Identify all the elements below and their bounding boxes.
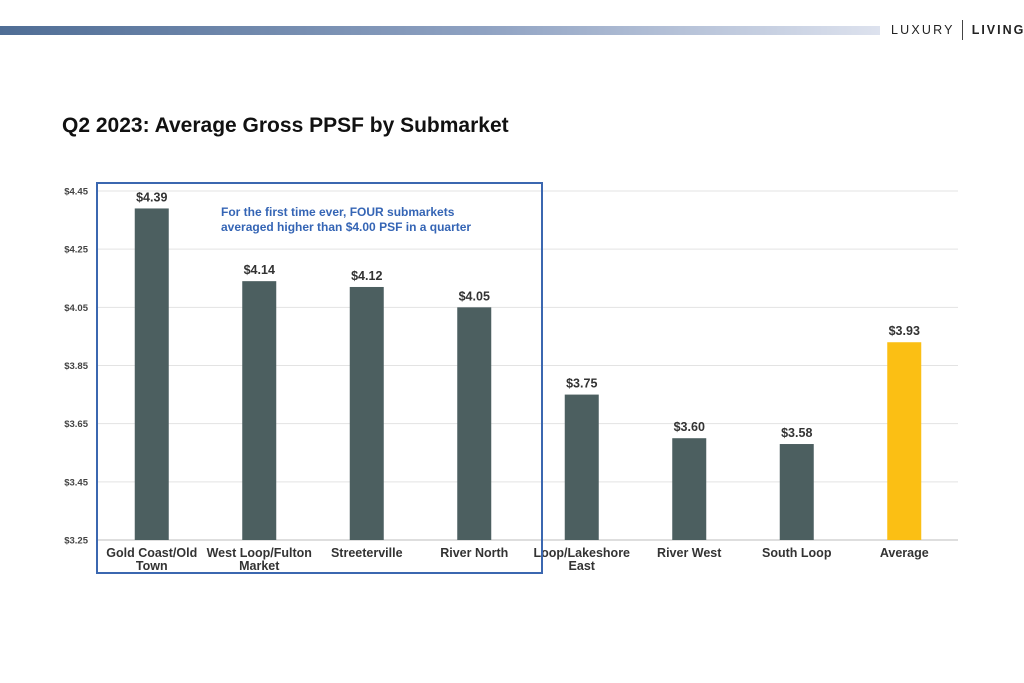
x-tick-label: Town: [136, 559, 168, 573]
y-tick-label: $4.25: [64, 245, 88, 256]
x-tick-label: Gold Coast/Old: [106, 546, 197, 560]
bar: [349, 286, 384, 540]
y-tick-label: $3.25: [64, 536, 88, 547]
x-tick-label: Average: [880, 546, 929, 560]
data-label: $3.60: [674, 420, 705, 434]
x-tick-label: River West: [657, 546, 722, 560]
brand-living: LIVING: [971, 23, 1024, 37]
y-tick-label: $4.05: [64, 303, 88, 314]
x-tick-label: South Loop: [762, 546, 832, 560]
x-tick-label: Streeterville: [331, 546, 403, 560]
y-tick-label: $4.45: [64, 187, 88, 198]
x-tick-label: Market: [239, 559, 280, 573]
data-label: $3.93: [889, 324, 920, 338]
data-label: $3.75: [566, 377, 597, 391]
brand-logo: LUXURY LIVING: [891, 19, 1024, 41]
x-tick-label: River North: [440, 546, 508, 560]
bar: [242, 281, 277, 540]
annotation-box: [96, 182, 543, 574]
x-tick-label: Loop/Lakeshore: [533, 546, 630, 560]
chart-title: Q2 2023: Average Gross PPSF by Submarket: [62, 114, 509, 137]
data-label: $4.39: [136, 190, 167, 204]
data-label: $4.05: [459, 289, 490, 303]
annotation-text: For the first time ever, FOUR submarkets: [221, 205, 455, 219]
annotation-text: averaged higher than $4.00 PSF in a quar…: [221, 220, 471, 234]
bar: [457, 307, 492, 540]
bar: [887, 342, 922, 540]
brand-divider: [961, 20, 963, 40]
bar: [672, 438, 707, 540]
data-label: $3.58: [781, 426, 812, 440]
y-tick-label: $3.85: [64, 361, 88, 372]
x-tick-label: West Loop/Fulton: [207, 546, 312, 560]
brand-luxury: LUXURY: [891, 23, 955, 37]
y-tick-label: $3.45: [64, 477, 88, 488]
y-tick-label: $3.65: [64, 419, 88, 430]
bar: [779, 444, 814, 540]
x-tick-label: East: [569, 559, 596, 573]
data-label: $4.14: [244, 263, 275, 277]
data-label: $4.12: [351, 269, 382, 283]
bar: [134, 208, 169, 540]
bar: [564, 394, 599, 540]
header-gradient-bar: [0, 26, 880, 35]
